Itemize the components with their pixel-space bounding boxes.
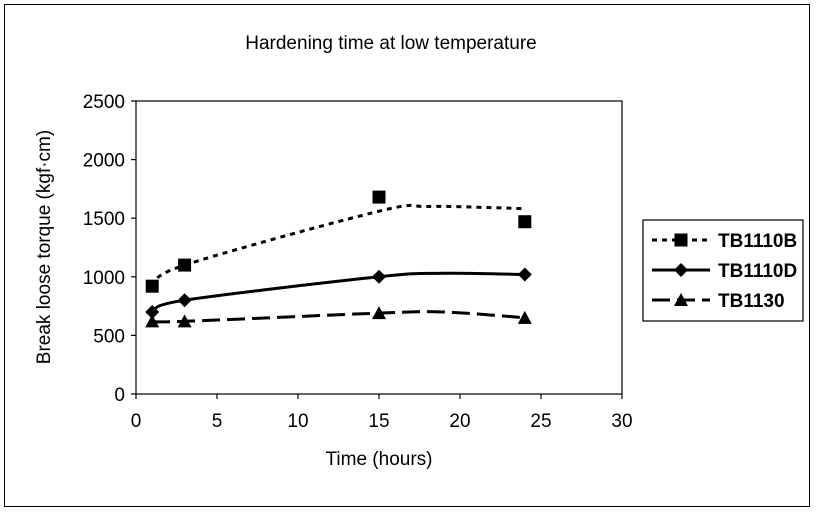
series-line: [152, 310, 525, 324]
data-point: [517, 310, 532, 324]
y-tick-label: 500: [93, 326, 125, 347]
y-tick-label: 0: [114, 385, 125, 406]
data-point: [177, 314, 192, 328]
data-point: [517, 267, 532, 282]
x-axis-label: Time (hours): [326, 449, 433, 470]
legend-items: TB1110B TB1110D TB1130: [652, 231, 797, 312]
legend-item: TB1110D: [652, 261, 797, 282]
legend-marker: [674, 293, 688, 306]
series-line: [151, 271, 525, 314]
legend-label: TB1110B: [718, 231, 797, 252]
data-point: [372, 269, 386, 284]
legend-item: TB1110B: [652, 231, 797, 252]
data-point: [518, 215, 532, 229]
x-tick-label: 30: [611, 411, 632, 432]
x-tick-label: 20: [449, 411, 470, 432]
data-point: [145, 279, 159, 293]
x-tick-label: 5: [212, 411, 223, 432]
y-tick-label: 1500: [83, 209, 125, 230]
x-tick-label: 0: [131, 411, 142, 432]
x-tick-label: 15: [368, 411, 389, 432]
chart-title: Hardening time at low temperature: [245, 33, 536, 54]
series-tb1110b: [145, 190, 532, 293]
y-axis-ticks: 0 500 1000 1500 2000 2500: [83, 92, 136, 406]
y-tick-label: 1000: [83, 268, 125, 289]
data-point: [145, 314, 160, 328]
y-tick-label: 2500: [83, 92, 125, 113]
y-tick-label: 2000: [83, 151, 125, 172]
x-tick-label: 25: [530, 411, 551, 432]
series-tb1110d: [145, 267, 532, 319]
series-layer: [145, 190, 532, 328]
data-point: [372, 190, 386, 204]
series-tb1130: [145, 306, 532, 328]
legend-marker: [674, 263, 688, 277]
x-tick-label: 10: [287, 411, 308, 432]
y-axis-label: Break loose torque (kgf·cm): [34, 130, 55, 364]
x-axis-ticks: 0 5 10 15 20 25 30: [131, 394, 633, 432]
data-point: [178, 258, 192, 272]
legend-item: TB1130: [652, 291, 785, 312]
plot-area: [135, 100, 623, 395]
legend-label: TB1130: [718, 291, 785, 312]
legend-marker: [674, 233, 688, 247]
data-point: [177, 293, 192, 308]
data-point: [372, 306, 386, 320]
legend-label: TB1110D: [718, 261, 797, 282]
data-point: [145, 304, 160, 319]
